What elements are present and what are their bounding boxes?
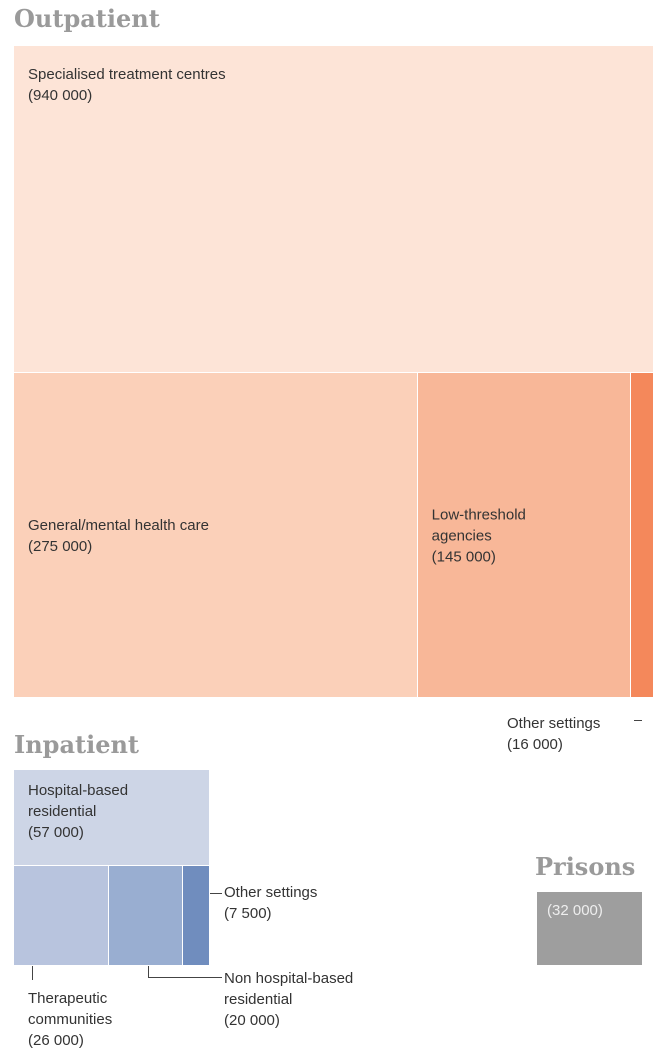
cell-label: General/mental health care (275 000) — [28, 515, 408, 557]
cell-label: (32 000) — [547, 900, 643, 921]
treemap-cell — [14, 373, 418, 698]
cell-label: Low-threshold agencies (145 000) — [432, 504, 572, 567]
leader-line — [148, 977, 222, 978]
category-label: General/mental health care — [28, 516, 209, 534]
value-label: (20 000) — [224, 1012, 280, 1029]
value-label: (275 000) — [28, 537, 93, 555]
category-label: Hospital-based residential — [28, 782, 129, 820]
category-label: Low-threshold agencies — [431, 506, 526, 544]
value-label: (16 000) — [507, 736, 563, 753]
treemap-cell — [417, 373, 631, 698]
category-label: Therapeutic communities — [28, 990, 113, 1028]
value-label: (940 000) — [28, 87, 93, 104]
leader-line — [148, 966, 149, 978]
value-label: (32 000) — [547, 902, 603, 919]
leader-line — [634, 720, 642, 721]
leader-line — [210, 893, 222, 894]
group-title: Inpatient — [14, 730, 140, 759]
cell-label: Therapeutic communities (26 000) — [28, 988, 188, 1051]
treemap-cell — [182, 866, 210, 966]
group-title: Outpatient — [14, 4, 160, 33]
treemap-cell — [14, 770, 210, 866]
category-label: Other settings — [224, 884, 318, 901]
value-label: (145 000) — [431, 548, 496, 565]
cell-label: Other settings (16 000) — [507, 713, 647, 755]
treemap-cell — [14, 866, 110, 966]
category-label: Non hospital-based residential — [224, 970, 354, 1008]
treemap-cell — [630, 373, 654, 698]
value-label: (57 000) — [28, 824, 84, 841]
treemap-cell — [537, 892, 643, 966]
cell-label: Hospital-based residential (57 000) — [28, 780, 198, 843]
group-title: Prisons — [535, 852, 636, 881]
treemap-cell — [109, 866, 183, 966]
treemap-cell — [14, 46, 654, 373]
category-label: Specialised treatment centres — [28, 66, 226, 83]
cell-label: Specialised treatment centres (940 000) — [28, 64, 428, 106]
cell-label: Non hospital-based residential (20 000) — [224, 968, 424, 1031]
value-label: (26 000) — [28, 1032, 84, 1049]
leader-line — [32, 966, 33, 980]
value-label: (7 500) — [224, 905, 272, 922]
cell-label: Other settings (7 500) — [224, 882, 384, 924]
category-label: Other settings — [507, 715, 601, 732]
